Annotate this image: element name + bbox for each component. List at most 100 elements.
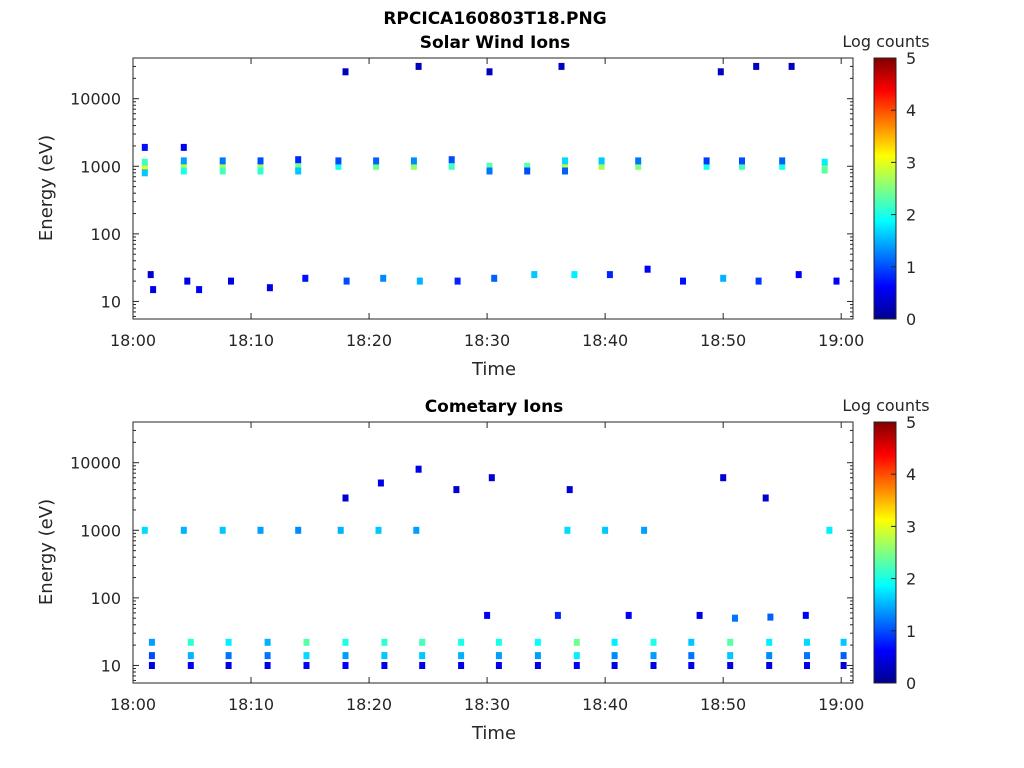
spectrogram-cell [295,162,302,170]
plot-axes: 18:00 18:10 18:20 18:30 18:40 18:50 19:00 10 100… [70,57,864,350]
spectrogram-cell [257,162,264,170]
spectrogram-cell [688,662,695,669]
spectrogram-cell [611,662,618,669]
spectrogram-cell [184,277,191,285]
spectrogram-cell [495,652,502,660]
spectrogram-cell [187,638,194,646]
colorbar-tick-label: 4 [906,101,916,120]
spectrogram-cell [598,157,605,165]
spectrogram-cell [264,652,271,660]
spectrogram-cell [415,62,422,70]
x-tick-label: 18:10 [228,695,274,714]
spectrogram-cell [720,474,727,482]
spectrogram-cell [491,274,498,282]
spectrogram-cell [680,277,686,285]
y-tick-label: 100 [90,589,121,608]
spectrogram-cell [717,68,724,76]
spectrogram-cell [720,274,727,282]
spectrogram-cell [342,652,349,660]
spectrogram-cell [335,162,342,170]
spectrogram-cell [303,638,310,646]
colorbar-tick-label: 2 [906,206,916,225]
spectrogram-cell [303,652,310,660]
spectrogram-cells [141,62,840,294]
spectrogram-cell [650,662,657,669]
spectrogram-cell [833,277,840,285]
spectrogram-cell [458,638,465,646]
spectrogram-cell [266,284,273,292]
spectrogram-cell [381,638,388,646]
x-tick-label: 18:20 [346,695,392,714]
spectrogram-cell [688,652,695,660]
spectrogram-cell [342,662,349,669]
spectrogram-cell [257,526,264,534]
spectrogram-cell [762,494,769,502]
spectrogram-cell [264,638,271,646]
x-tick-label: 18:00 [110,695,156,714]
spectrogram-cell [484,611,491,619]
spectrogram-cell [821,158,828,166]
spectrogram-cell [625,611,632,619]
spectrogram-cell [766,662,773,669]
colorbar-tick-label: 3 [906,517,916,536]
spectrogram-cell [611,652,618,660]
spectrogram-cell [413,526,420,534]
spectrogram-cell [454,277,461,285]
panel-title: Solar Wind Ions [420,33,571,53]
colorbar-label: Log counts [842,396,929,415]
spectrogram-cell [534,638,541,646]
colorbar: Log counts 0 1 2 3 4 5 [842,32,929,329]
x-tick-label: 18:10 [228,331,274,350]
colorbar-tick-label: 3 [906,153,916,172]
spectrogram-cell [375,526,382,534]
spectrogram-cell [488,474,495,482]
spectrogram-cell [377,479,384,487]
spectrogram-cell [342,494,349,502]
spectrogram-cell [342,68,349,76]
spectrogram-cell [788,62,795,70]
spectrogram-cell [448,162,455,170]
x-tick-label: 19:00 [818,331,864,350]
spectrogram-cell [650,638,657,646]
spectrogram-cell [225,662,232,669]
spectrogram-cell [419,638,426,646]
spectrogram-cell [180,157,187,165]
x-axis-label: Time [471,723,516,744]
x-tick-label: 18:00 [110,331,156,350]
spectrogram-cell [381,662,388,669]
spectrogram-cell [495,638,502,646]
plot-frame [132,421,854,684]
spectrogram-cell [821,166,828,174]
spectrogram-cell [703,157,710,165]
spectrogram-cell [804,662,810,669]
spectrogram-cell [141,158,148,166]
spectrogram-cell [573,652,580,660]
colorbar-tick-label: 2 [906,570,916,589]
y-tick-label: 10 [101,292,121,311]
x-axis-label: Time [471,359,516,380]
spectrogram-cell [767,613,774,621]
colorbar-gradient [873,57,897,320]
spectrogram-cell [180,167,187,175]
spectrogram-cell [821,162,828,170]
spectrogram-cell [141,143,148,151]
spectrogram-cell [148,638,155,646]
spectrogram-cell [779,162,786,170]
spectrogram-cell [342,638,349,646]
spectrogram-cell [416,277,423,285]
spectrogram-cell [415,465,422,473]
spectrogram-cell [802,611,809,619]
spectrogram-cell [641,526,648,534]
spectrogram-cell [558,62,565,70]
spectrogram-cell [486,162,493,170]
spectrogram-cell [410,162,417,170]
x-tick-label: 19:00 [818,695,864,714]
spectrogram-cell [727,652,734,660]
spectrogram-cell [219,157,226,165]
spectrogram-cell [524,167,531,175]
spectrogram-cell [795,271,802,279]
spectrogram-cell [564,526,571,534]
spectrogram-cell [343,277,350,285]
spectrogram-cell [228,277,234,285]
